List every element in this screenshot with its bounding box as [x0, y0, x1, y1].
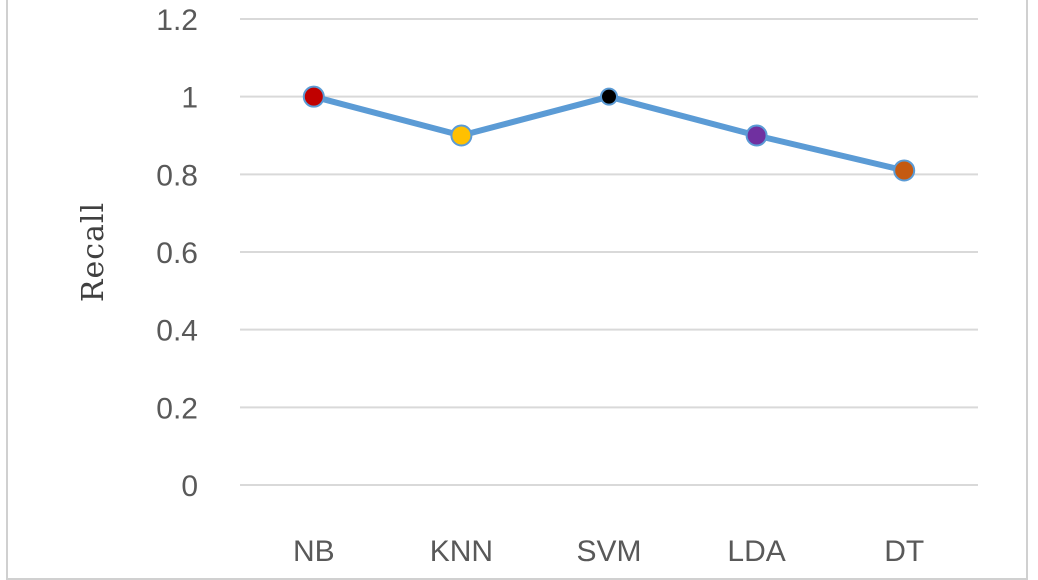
x-tick-label: LDA	[727, 535, 785, 568]
y-tick-label: 1.2	[156, 4, 198, 37]
y-tick-label: 1	[181, 82, 198, 115]
y-tick-label: 0.8	[156, 159, 198, 192]
series-lines	[310, 93, 908, 174]
y-tick-label: 0.2	[156, 392, 198, 425]
data-point	[450, 124, 473, 147]
x-tick-label: DT	[884, 535, 924, 568]
data-point	[302, 85, 325, 108]
x-axis-ticks: NB KNN SVM LDA DT	[293, 535, 924, 568]
gridlines	[240, 18, 978, 486]
y-axis-title: Recall	[76, 202, 111, 302]
y-tick-label: 0.6	[156, 237, 198, 270]
data-point	[893, 159, 916, 182]
y-tick-label: 0.4	[156, 315, 198, 348]
data-point	[600, 87, 618, 106]
series-points	[302, 85, 916, 182]
y-axis-ticks: 0 0.2 0.4 0.6 0.8 1 1.2	[156, 4, 198, 503]
series-line	[310, 93, 908, 174]
data-point	[745, 124, 768, 147]
y-tick-label: 0	[181, 470, 198, 503]
x-tick-label: KNN	[430, 535, 493, 568]
x-tick-label: NB	[293, 535, 335, 568]
x-tick-label: SVM	[576, 535, 641, 568]
